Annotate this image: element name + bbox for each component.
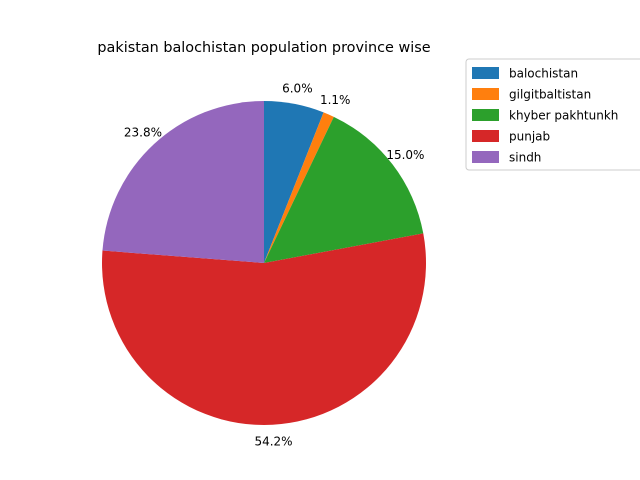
pie-slice-sindh — [102, 100, 264, 263]
legend: balochistan gilgitbaltistan khyber pakhtun… — [465, 58, 640, 171]
legend-swatch-sindh — [472, 151, 499, 163]
legend-label-sindh: sindh — [509, 151, 541, 165]
legend-swatch-gilgitbaltistan — [472, 88, 499, 100]
chart-title: pakistan balochistan population province… — [97, 40, 430, 56]
legend-label-khyber-pakhtunkh: khyber pakhtunkh — [509, 109, 618, 123]
pie-slice-gilgitbaltistan — [264, 112, 334, 263]
percent-label-balochistan: 6.0% — [282, 81, 313, 95]
pie-slice-balochistan — [264, 101, 324, 263]
pie-slices — [102, 100, 427, 425]
pie-slice-khyber-pakhtunkh — [264, 116, 424, 263]
percent-labels: 6.0% 1.1% 15.0% 54.2% 23.8% — [124, 81, 425, 448]
legend-swatch-khyber-pakhtunkh — [472, 109, 499, 121]
percent-label-khyber-pakhtunkh: 15.0% — [386, 148, 424, 162]
legend-swatch-balochistan — [472, 67, 499, 79]
percent-label-gilgitbaltistan: 1.1% — [320, 93, 351, 107]
legend-label-balochistan: balochistan — [509, 67, 578, 81]
legend-label-gilgitbaltistan: gilgitbaltistan — [509, 88, 591, 102]
percent-label-punjab: 54.2% — [254, 434, 292, 448]
legend-frame — [465, 58, 640, 171]
pie-slice-punjab — [102, 233, 427, 425]
percent-label-sindh: 23.8% — [124, 126, 162, 140]
legend-swatch-punjab — [472, 130, 499, 142]
legend-label-punjab: punjab — [509, 130, 550, 144]
